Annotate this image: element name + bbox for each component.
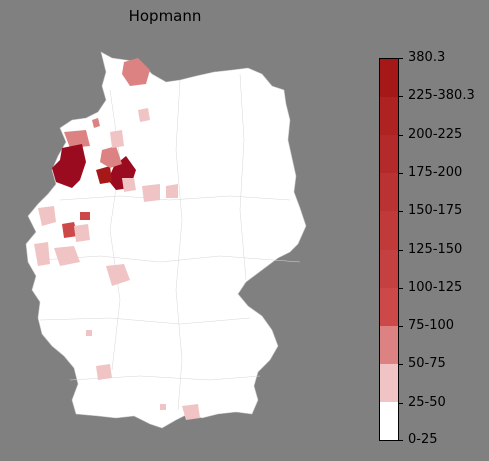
- region-muenster-area: [38, 206, 56, 226]
- legend-tick-label: 25-50: [408, 394, 446, 410]
- legend-tick-mark: [399, 172, 403, 174]
- legend-segment: [380, 287, 398, 326]
- legend-segment: [380, 401, 398, 440]
- legend-tick-mark: [399, 96, 403, 98]
- region-rhein-area: [74, 224, 90, 242]
- region-nrw-west: [34, 242, 50, 266]
- region-steinfurt-2: [80, 212, 90, 220]
- region-nienburg: [110, 130, 124, 148]
- legend-segment: [380, 173, 398, 212]
- legend-tick-label: 0-25: [408, 432, 438, 447]
- region-small-3: [160, 404, 166, 410]
- legend-segment: [380, 135, 398, 174]
- region-hessen-middle: [106, 264, 130, 286]
- legend-tick-label: 75-100: [408, 318, 455, 334]
- legend-segment: [380, 97, 398, 136]
- legend-tick-label: 380.3: [408, 50, 446, 65]
- region-hannover-east: [142, 184, 160, 202]
- region-oldenburg-north: [64, 130, 90, 148]
- district-borders: [39, 73, 301, 411]
- region-osnabrueck: [100, 146, 122, 168]
- legend-tick-label: 100-125: [408, 279, 463, 295]
- legend-tick-label: 200-225: [408, 126, 463, 142]
- legend-segment: [380, 325, 398, 364]
- legend-tick-label: 50-75: [408, 356, 446, 372]
- legend-segment: [380, 249, 398, 288]
- legend-tick-label: 125-150: [408, 241, 463, 257]
- region-diepholz: [122, 178, 136, 192]
- legend-tick-label: 225-380.3: [408, 88, 475, 104]
- legend-colorbar: [379, 58, 399, 441]
- legend-tick-mark: [399, 134, 403, 136]
- region-hamburg-area: [138, 108, 150, 122]
- region-small-2: [86, 330, 92, 336]
- region-hildesheim: [166, 184, 178, 198]
- legend-tick-mark: [399, 326, 403, 328]
- legend-tick-mark: [399, 58, 403, 59]
- legend-segment: [380, 211, 398, 250]
- legend-tick-mark: [399, 287, 403, 289]
- region-small-1: [92, 118, 100, 128]
- germany-outline: [25, 51, 307, 429]
- map-title: Hopmann: [128, 7, 202, 25]
- legend-segment: [380, 59, 398, 98]
- region-nordfriesland: [122, 58, 150, 86]
- region-nrw-west-2: [54, 246, 80, 266]
- legend-segment: [380, 363, 398, 402]
- legend-tick-mark: [399, 211, 403, 213]
- legend-tick-mark: [399, 440, 403, 441]
- region-bavaria-west: [96, 364, 112, 380]
- region-bavaria-south: [182, 404, 200, 420]
- legend-tick-label: 175-200: [408, 164, 463, 180]
- legend-tick-label: 150-175: [408, 203, 463, 219]
- legend-tick-mark: [399, 249, 403, 251]
- region-emsland-ostfriesland: [52, 144, 86, 188]
- legend-tick-mark: [399, 402, 403, 404]
- legend-tick-mark: [399, 364, 403, 366]
- region-vechta: [96, 166, 112, 184]
